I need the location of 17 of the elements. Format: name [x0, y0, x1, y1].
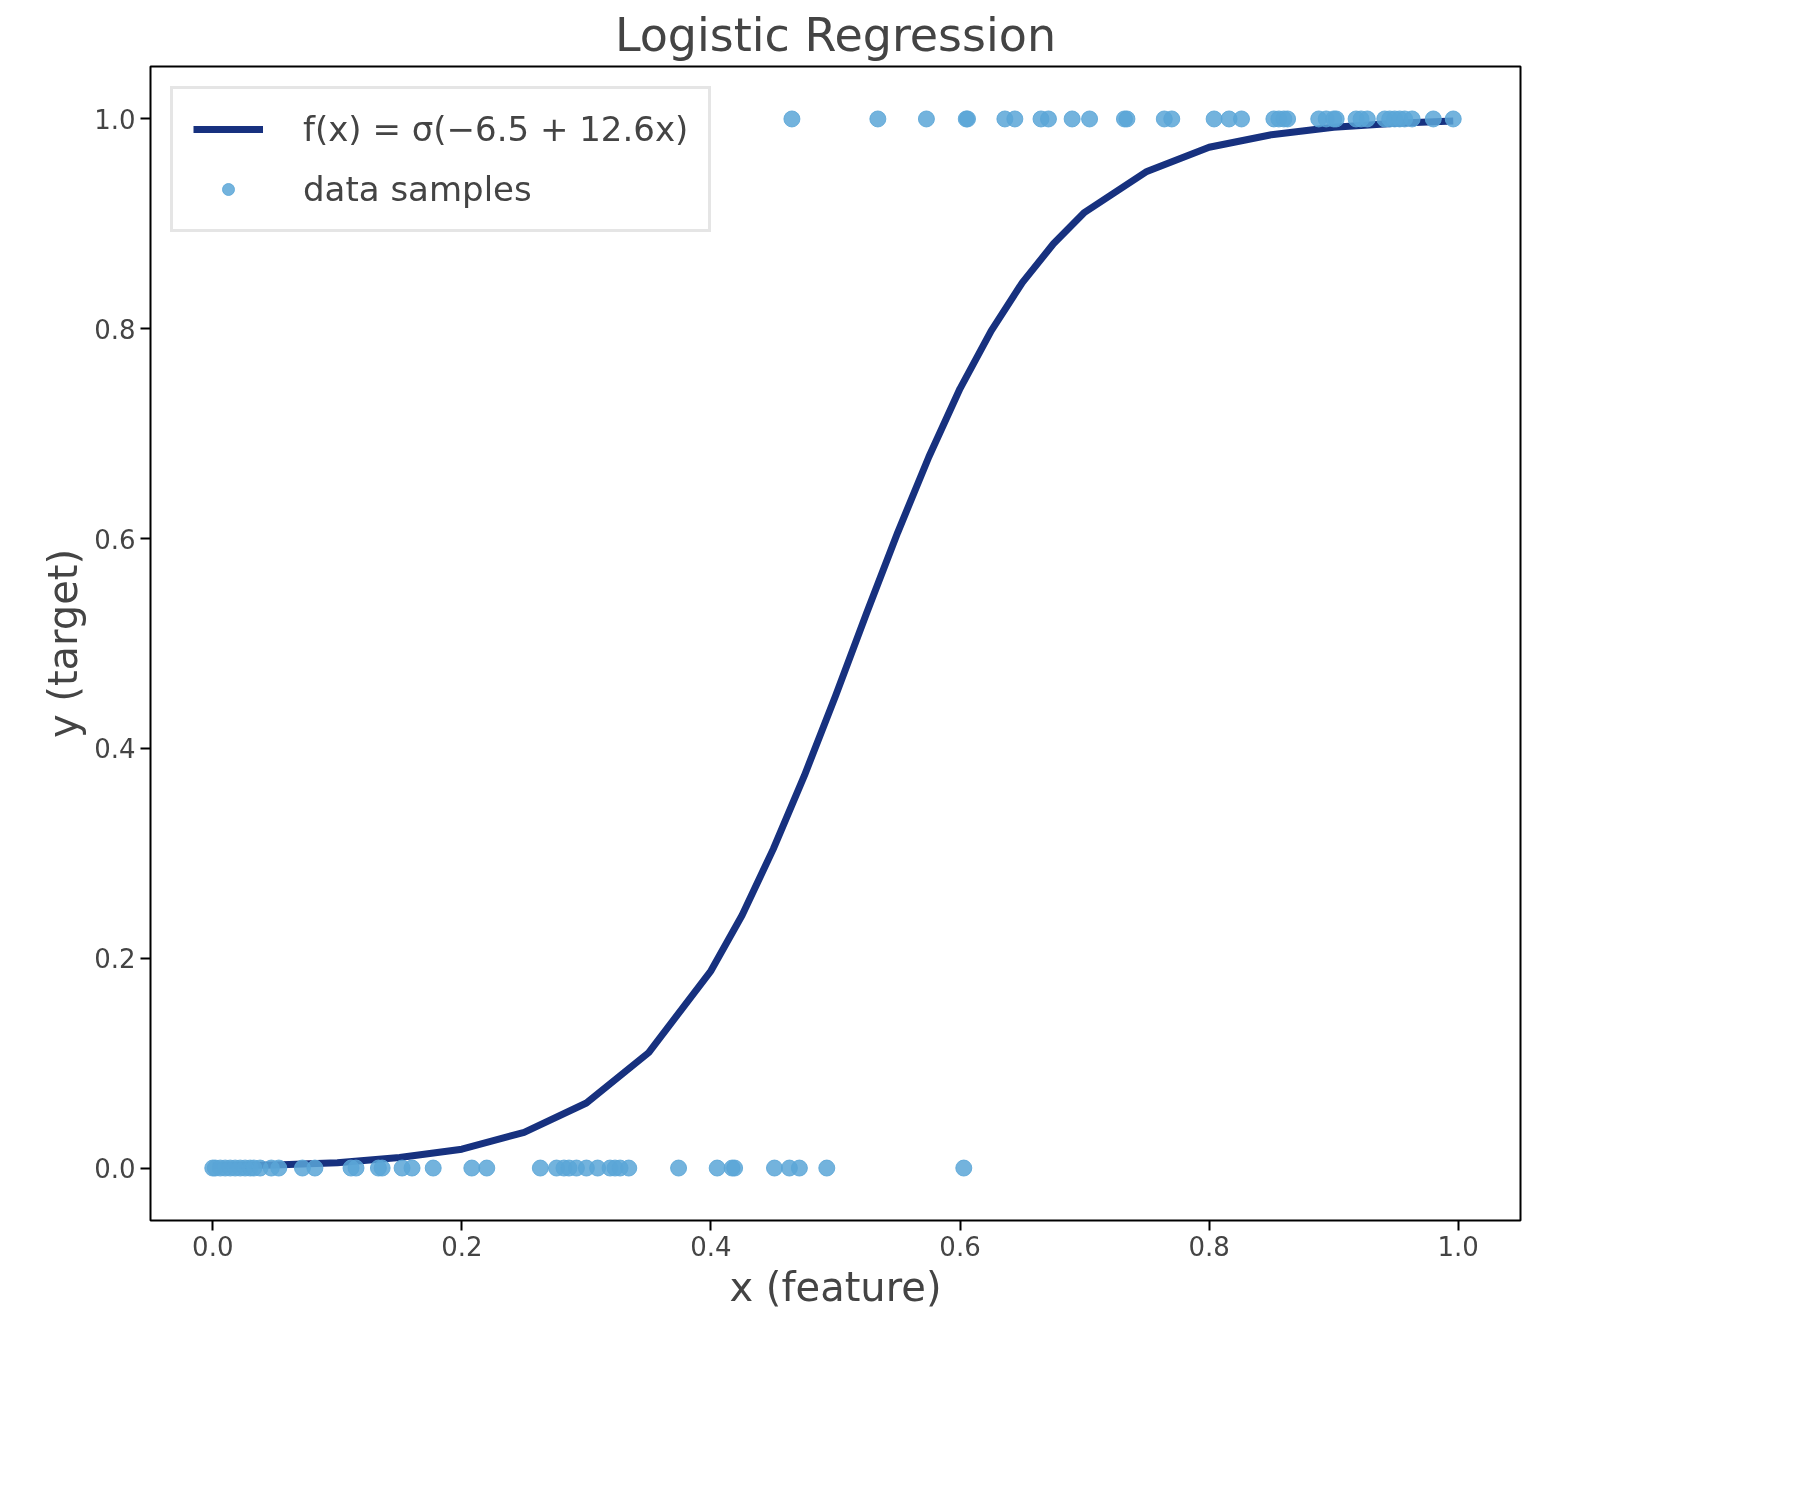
legend-label: data samples	[303, 169, 532, 209]
y-tick-label: 0.4	[94, 734, 136, 765]
x-tick-label: 0.8	[1188, 1231, 1230, 1262]
y-tick-label: 0.8	[94, 314, 136, 345]
x-tick-label: 1.0	[1437, 1231, 1479, 1262]
x-axis-title: x (feature)	[729, 1263, 942, 1310]
y-tick-label: 0.2	[94, 944, 136, 975]
legend-label: f(x) = σ(−6.5 + 12.6x)	[303, 109, 689, 149]
y-tick-label: 1.0	[94, 104, 136, 135]
y-tick-label: 0.6	[94, 524, 136, 555]
x-tick-label: 0.0	[192, 1231, 234, 1262]
y-tick-label: 0.0	[94, 1154, 136, 1185]
x-tick-label: 0.4	[690, 1231, 732, 1262]
x-tick-label: 0.6	[939, 1231, 981, 1262]
chart-title: Logistic Regression	[614, 7, 1057, 62]
x-tick-label: 0.2	[441, 1231, 483, 1262]
y-axis-title: y (target)	[40, 548, 87, 739]
